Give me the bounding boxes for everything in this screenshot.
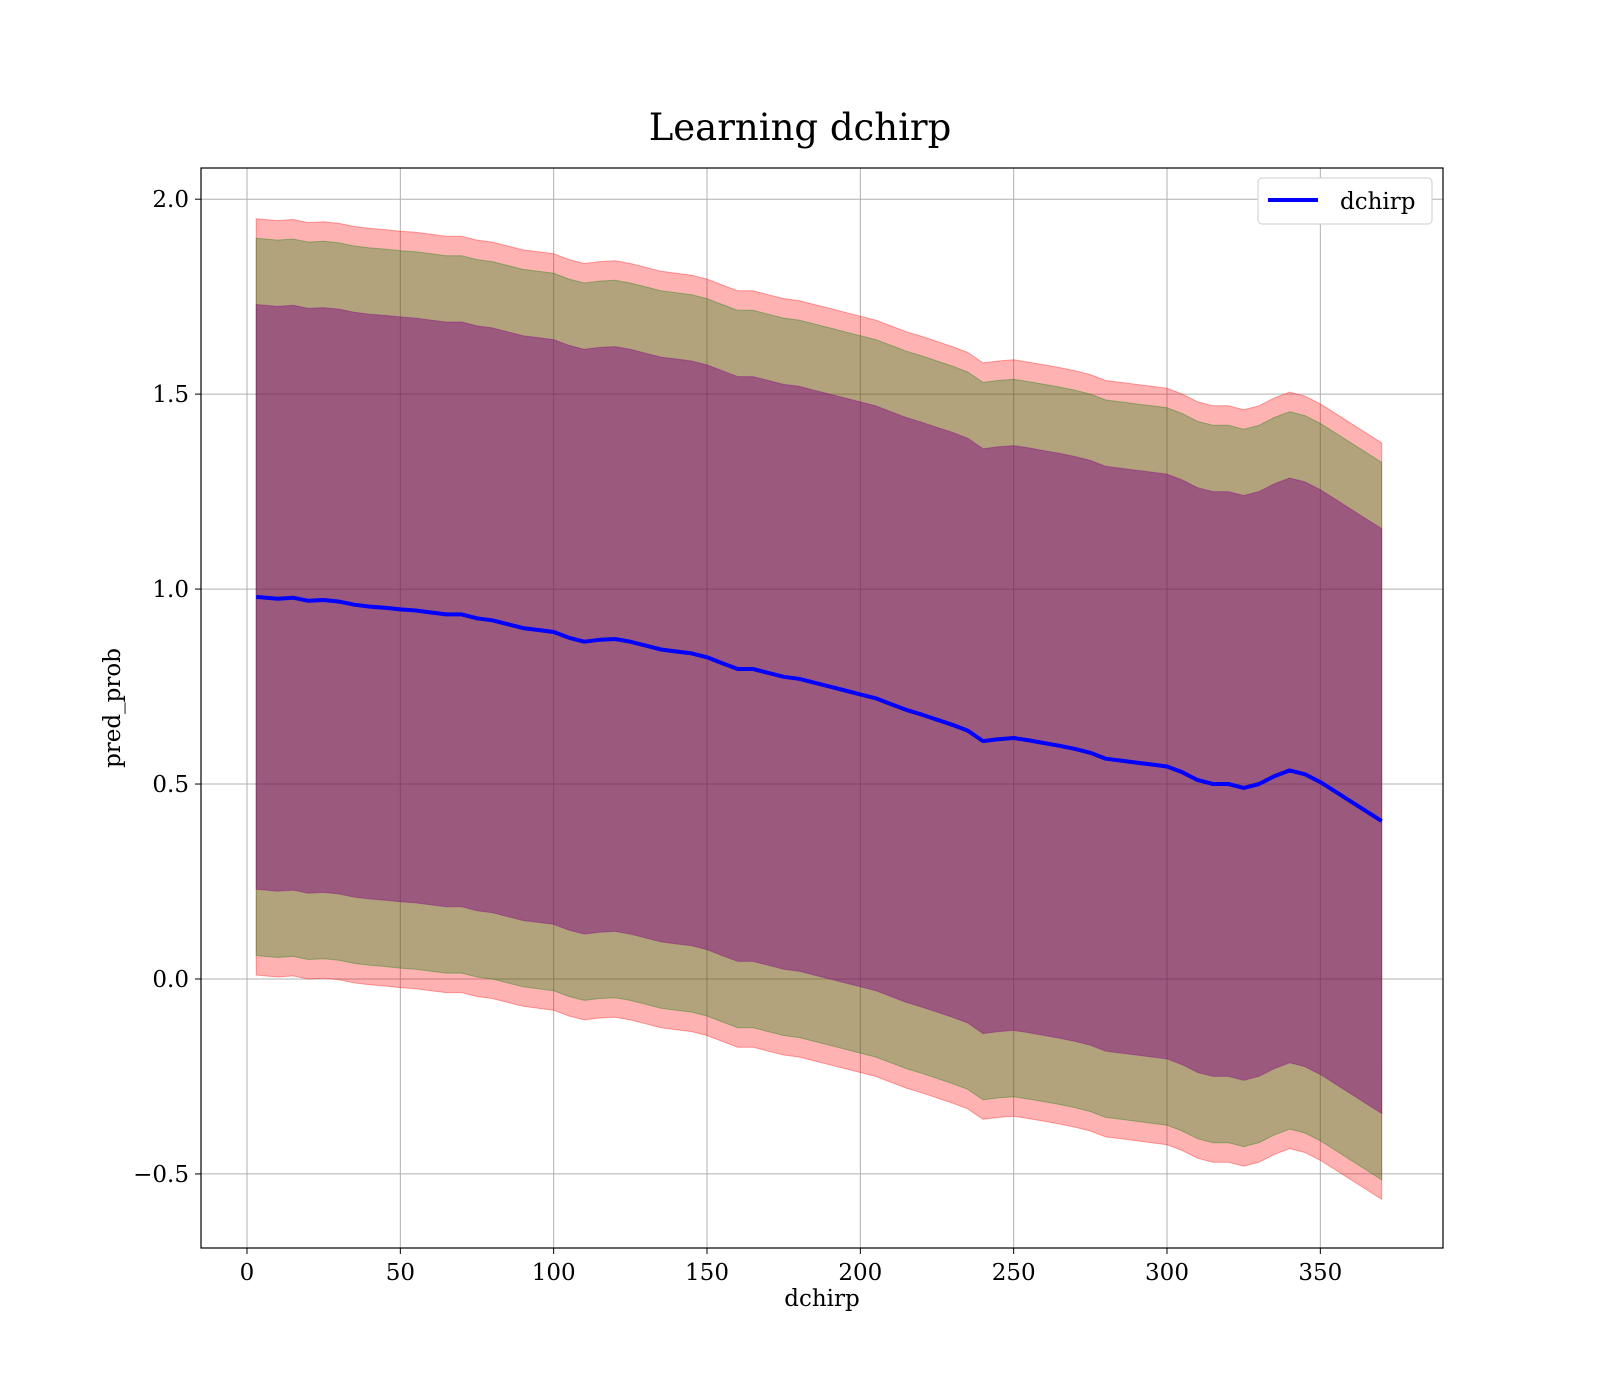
confidence-band-3 xyxy=(255,303,1383,1115)
legend-label-dchirp: dchirp xyxy=(1340,189,1416,215)
y-tick-label: −0.5 xyxy=(133,1162,189,1188)
y-tick-label: 1.5 xyxy=(152,382,189,408)
y-axis-label: pred_prob xyxy=(100,648,126,768)
legend-box xyxy=(1257,177,1433,225)
series-line-dchirp xyxy=(256,594,1383,823)
x-tick-label: 300 xyxy=(1145,1260,1189,1286)
x-tick-label: 200 xyxy=(838,1260,882,1286)
grid xyxy=(201,168,1443,1248)
plot-frame xyxy=(200,167,1444,1249)
y-tick-label: 2.0 xyxy=(152,187,189,213)
x-axis: 0 50 100 150 200 250 300 350 xyxy=(240,1248,1342,1286)
x-tick-label: 0 xyxy=(240,1260,255,1286)
confidence-bands xyxy=(255,218,1383,1201)
y-tick-label: 0.0 xyxy=(152,967,189,993)
y-tick-label: 1.0 xyxy=(152,577,189,603)
x-tick-label: 250 xyxy=(992,1260,1036,1286)
x-axis-label: dchirp xyxy=(784,1286,860,1312)
legend: dchirp xyxy=(1257,177,1433,225)
x-tick-label: 100 xyxy=(532,1260,576,1286)
chart-title: Learning dchirp xyxy=(649,106,952,149)
confidence-band-2 xyxy=(255,237,1383,1181)
confidence-band-1 xyxy=(255,218,1383,1201)
x-tick-label: 50 xyxy=(386,1260,415,1286)
y-tick-label: 0.5 xyxy=(152,772,189,798)
x-tick-label: 150 xyxy=(685,1260,729,1286)
x-tick-label: 350 xyxy=(1298,1260,1342,1286)
series-lines xyxy=(256,594,1383,823)
y-axis: −0.5 0.0 0.5 1.0 1.5 2.0 xyxy=(133,187,201,1188)
